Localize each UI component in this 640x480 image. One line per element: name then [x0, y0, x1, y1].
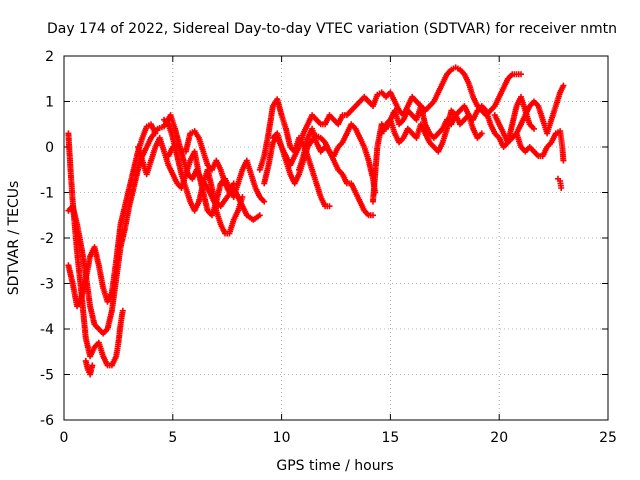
series-track-17 — [555, 175, 565, 191]
series-track-16 — [513, 82, 567, 137]
x-tick-label: 20 — [490, 430, 508, 446]
marker-trace — [378, 93, 537, 155]
series-track-7 — [165, 128, 237, 196]
data-markers — [65, 64, 567, 378]
x-tick-label: 25 — [599, 430, 617, 446]
x-tick-label: 5 — [168, 430, 177, 446]
series-track-10 — [269, 93, 372, 169]
y-tick-label: 0 — [45, 140, 54, 156]
x-tick-label: 15 — [381, 430, 399, 446]
y-tick-label: -6 — [40, 413, 54, 429]
marker-trace — [365, 64, 524, 119]
marker-trace — [165, 128, 237, 196]
y-tick-label: -4 — [40, 322, 54, 338]
chart-title: Day 174 of 2022, Sidereal Day-to-day VTE… — [47, 21, 617, 37]
marker-trace — [491, 112, 567, 164]
marker-trace — [65, 130, 126, 369]
series-track-14 — [378, 93, 537, 155]
y-tick-label: -3 — [40, 277, 54, 293]
x-axis-ticks: 0 5 10 15 20 25 — [60, 56, 617, 446]
y-axis-label: SDTVAR / TECUs — [6, 181, 22, 296]
y-tick-label: 2 — [45, 49, 54, 65]
y-tick-label: 1 — [45, 95, 54, 111]
marker-trace — [82, 357, 96, 378]
series-track-4 — [82, 357, 96, 378]
x-tick-label: 0 — [60, 430, 69, 446]
x-tick-label: 10 — [273, 430, 291, 446]
series-track-13 — [365, 64, 524, 119]
marker-trace — [513, 82, 567, 137]
series-track-3 — [65, 130, 126, 369]
y-tick-label: -5 — [40, 368, 54, 384]
marker-trace — [555, 175, 565, 191]
plot-frame — [63, 55, 609, 421]
y-tick-label: -1 — [40, 186, 54, 202]
series-track-15 — [491, 112, 567, 164]
marker-trace — [296, 121, 379, 196]
x-axis-label: GPS time / hours — [276, 458, 393, 474]
marker-trace — [65, 112, 263, 337]
series-track-2 — [65, 112, 263, 337]
y-tick-label: -2 — [40, 231, 54, 247]
marker-trace — [269, 93, 372, 169]
y-axis-ticks: 2 1 0 -1 -2 -3 -4 -5 -6 — [40, 49, 608, 429]
series-track-11 — [296, 121, 379, 196]
